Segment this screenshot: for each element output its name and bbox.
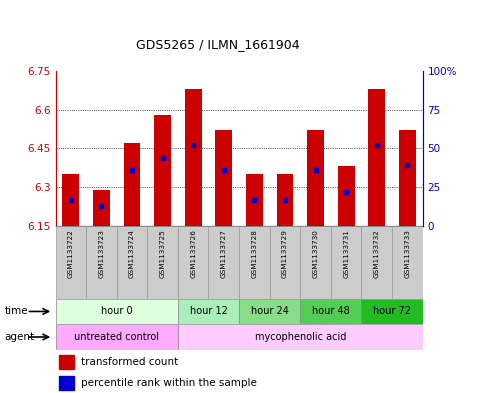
Bar [246,174,263,226]
Bar [338,167,355,226]
Bar [361,226,392,299]
Bar [307,130,324,226]
Text: GSM1133722: GSM1133722 [68,229,74,278]
Bar [56,226,86,299]
Text: GSM1133724: GSM1133724 [129,229,135,278]
Text: hour 72: hour 72 [373,307,411,316]
Bar [209,226,239,299]
Text: hour 12: hour 12 [189,307,227,316]
Text: hour 48: hour 48 [312,307,350,316]
Text: GSM1133725: GSM1133725 [159,229,166,278]
Bar [239,299,300,324]
Text: GSM1133726: GSM1133726 [190,229,196,278]
Bar [117,226,147,299]
Bar [392,226,423,299]
Bar [277,174,293,226]
Text: GSM1133732: GSM1133732 [374,229,380,278]
Bar [147,226,178,299]
Text: GSM1133728: GSM1133728 [251,229,257,278]
Bar [86,226,117,299]
Bar [331,226,361,299]
Text: time: time [5,307,28,316]
Bar [178,324,423,350]
Bar [300,226,331,299]
Text: transformed count: transformed count [81,357,179,367]
Bar [59,355,74,369]
Bar [239,226,270,299]
Bar [361,299,423,324]
Text: percentile rank within the sample: percentile rank within the sample [81,378,257,387]
Text: hour 24: hour 24 [251,307,289,316]
Bar [300,299,361,324]
Bar [56,324,178,350]
Text: GSM1133733: GSM1133733 [404,229,411,278]
Bar [62,174,79,226]
Bar [154,115,171,226]
Bar [59,376,74,389]
Text: GSM1133731: GSM1133731 [343,229,349,278]
Text: agent: agent [5,332,35,342]
Bar [56,299,178,324]
Bar [93,190,110,226]
Text: GSM1133730: GSM1133730 [313,229,319,278]
Text: hour 0: hour 0 [101,307,132,316]
Text: mycophenolic acid: mycophenolic acid [255,332,346,342]
Bar [215,130,232,226]
Text: GSM1133727: GSM1133727 [221,229,227,278]
Bar [270,226,300,299]
Bar [399,130,416,226]
Bar [178,299,239,324]
Text: GSM1133723: GSM1133723 [99,229,104,278]
Text: GDS5265 / ILMN_1661904: GDS5265 / ILMN_1661904 [136,38,299,51]
Text: GSM1133729: GSM1133729 [282,229,288,278]
Bar [185,89,201,226]
Text: untreated control: untreated control [74,332,159,342]
Bar [369,89,385,226]
Bar [124,143,141,226]
Bar [178,226,209,299]
